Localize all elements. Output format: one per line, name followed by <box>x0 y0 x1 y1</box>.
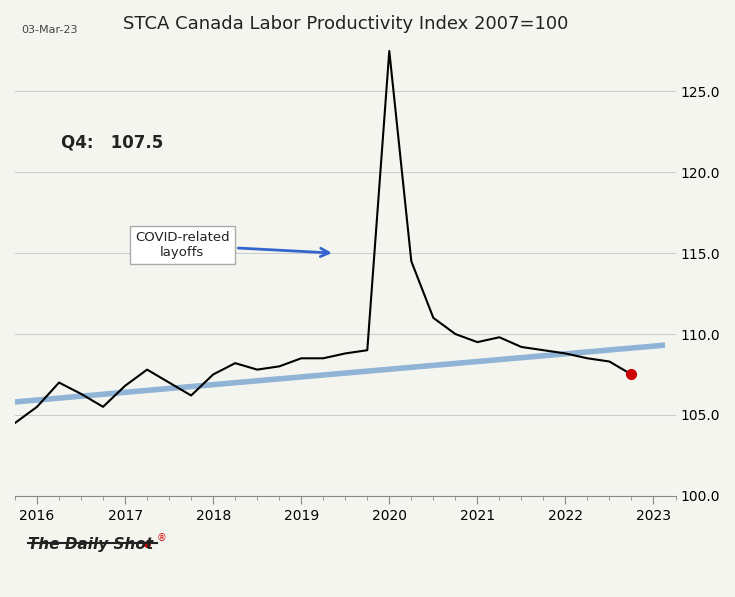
Text: COVID-related
layoffs: COVID-related layoffs <box>135 231 329 259</box>
Text: Q4:   107.5: Q4: 107.5 <box>61 134 163 152</box>
Text: The Daily Shot: The Daily Shot <box>28 537 154 552</box>
Text: 03-Mar-23: 03-Mar-23 <box>21 24 78 35</box>
Title: STCA Canada Labor Productivity Index 2007=100: STCA Canada Labor Productivity Index 200… <box>123 15 568 33</box>
Text: ®: ® <box>157 533 167 543</box>
